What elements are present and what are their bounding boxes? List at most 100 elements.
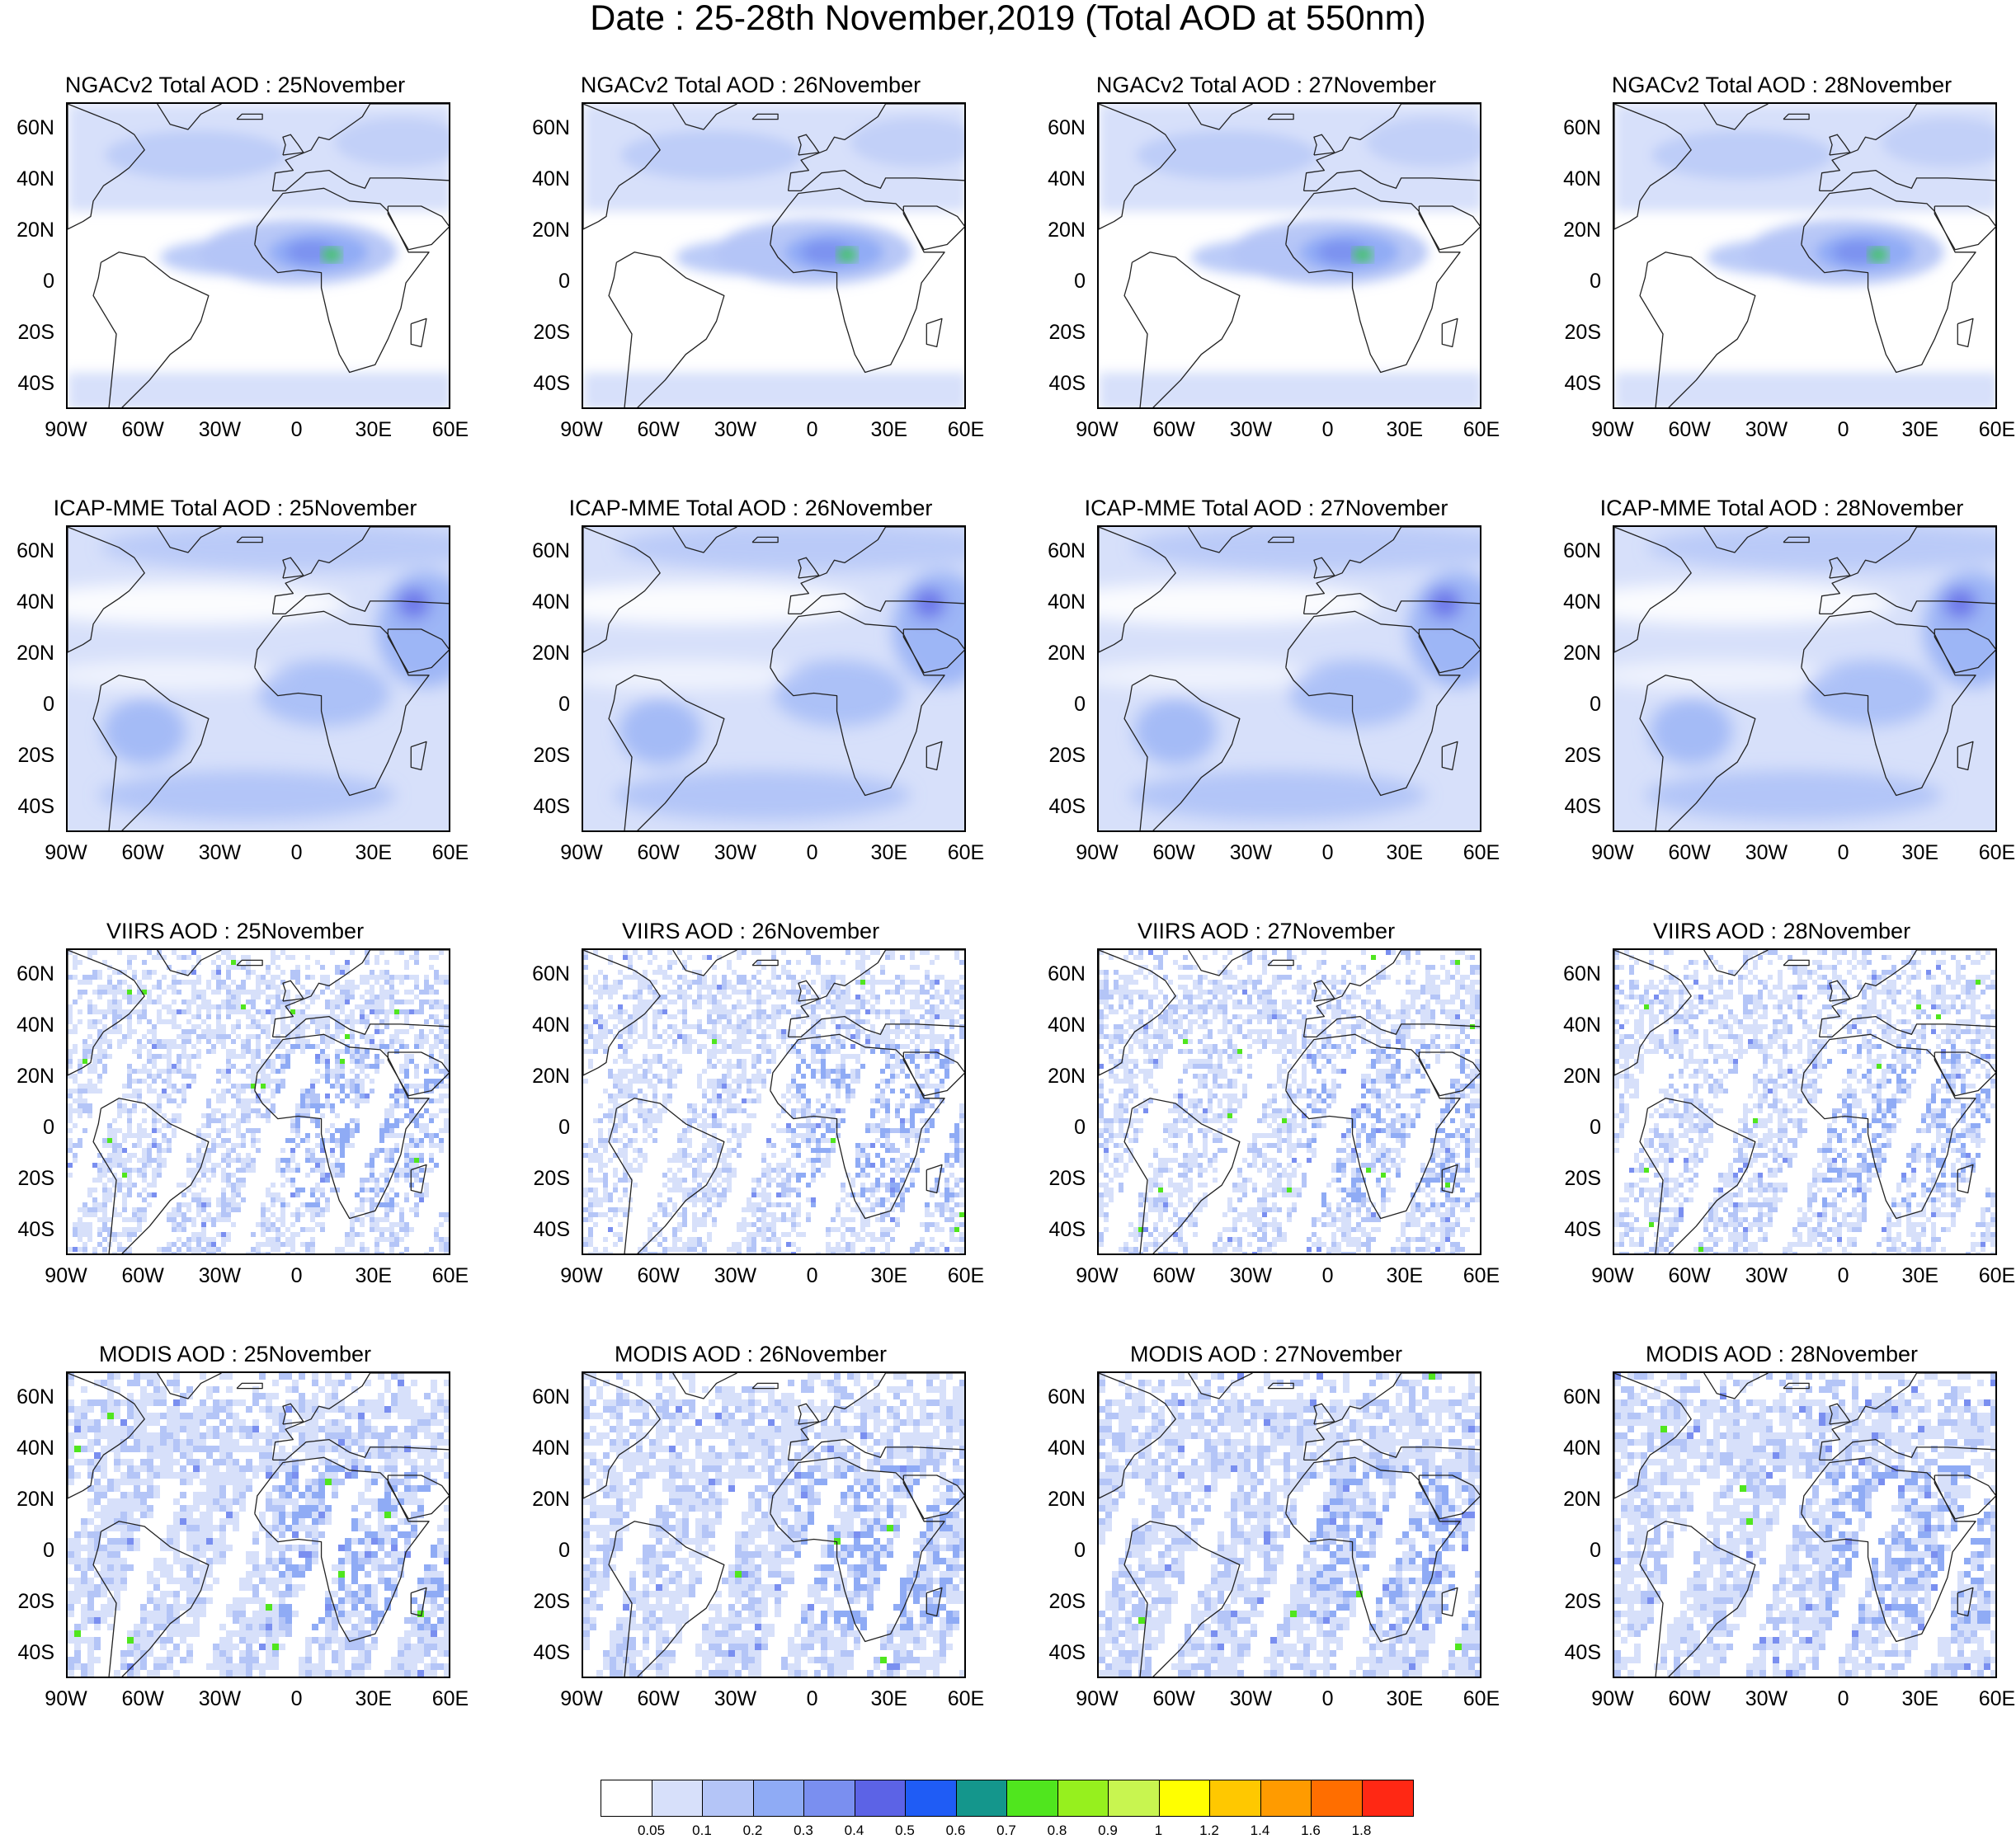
aod-cell bbox=[1242, 955, 1247, 960]
aod-cell bbox=[1475, 980, 1480, 985]
aod-cell bbox=[905, 1034, 910, 1039]
panel-title: NGACv2 Total AOD : 28November bbox=[1588, 73, 1976, 97]
aod-cell bbox=[295, 1207, 300, 1212]
aod-cell bbox=[905, 1128, 910, 1133]
aod-cell bbox=[910, 990, 915, 995]
aod-cell bbox=[325, 1059, 330, 1064]
aod-cell bbox=[682, 999, 687, 1004]
aod-cell bbox=[920, 1148, 925, 1153]
aod-cell bbox=[1425, 980, 1430, 985]
aod-cell bbox=[638, 1108, 643, 1113]
aod-cell bbox=[73, 1044, 78, 1049]
aod-cell bbox=[102, 1138, 107, 1143]
aod-cell bbox=[944, 1049, 949, 1054]
aod-cell bbox=[742, 990, 747, 995]
aod-cell bbox=[261, 1029, 266, 1034]
aod-cell bbox=[439, 1108, 444, 1113]
aod-cell bbox=[355, 1074, 360, 1079]
aod-cell bbox=[122, 1197, 127, 1202]
aod-cell bbox=[1351, 990, 1356, 995]
aod-cell bbox=[226, 1079, 231, 1084]
aod-cell bbox=[895, 1148, 900, 1153]
aod-cell bbox=[855, 965, 860, 970]
aod-cell bbox=[157, 995, 162, 999]
aod-cell bbox=[172, 1252, 177, 1255]
aod-map-svg bbox=[1099, 104, 1481, 409]
aod-cell bbox=[181, 980, 186, 985]
aod-cell bbox=[905, 1009, 910, 1014]
aod-cell bbox=[186, 1153, 191, 1158]
aod-cell bbox=[910, 955, 915, 960]
aod-cell bbox=[370, 990, 374, 995]
aod-cell bbox=[122, 1227, 127, 1232]
aod-cell bbox=[905, 1118, 910, 1123]
aod-cell bbox=[682, 1024, 687, 1029]
aod-cell bbox=[737, 975, 742, 980]
aod-cell bbox=[598, 985, 603, 990]
aod-cell bbox=[320, 1163, 325, 1168]
aod-cell bbox=[583, 1217, 588, 1222]
aod-cell bbox=[667, 1024, 672, 1029]
aod-cell bbox=[786, 1158, 791, 1163]
aod-cell bbox=[429, 1113, 434, 1118]
aod-cell bbox=[959, 1108, 964, 1113]
aod-cell bbox=[404, 1232, 409, 1237]
aod-cell bbox=[796, 960, 801, 965]
aod-cell bbox=[865, 1019, 870, 1024]
aod-cell bbox=[692, 1212, 697, 1217]
aod-cell bbox=[613, 985, 618, 990]
aod-cell bbox=[137, 1054, 142, 1059]
aod-cell bbox=[885, 1148, 890, 1153]
aod-cell bbox=[409, 1163, 414, 1168]
aod-cell bbox=[697, 990, 702, 995]
aod-cell bbox=[796, 1212, 801, 1217]
aod-field bbox=[583, 950, 966, 1255]
aod-cell bbox=[444, 980, 449, 985]
aod-cell bbox=[295, 1212, 300, 1217]
aod-cell bbox=[766, 1143, 771, 1148]
aod-cell bbox=[231, 980, 236, 985]
aod-cell bbox=[1460, 950, 1465, 955]
aod-cell bbox=[930, 1123, 935, 1128]
aod-cell bbox=[776, 1183, 781, 1188]
aod-cell bbox=[82, 1039, 87, 1044]
aod-cell bbox=[241, 1089, 246, 1094]
aod-cell bbox=[266, 1252, 271, 1255]
aod-cell bbox=[1321, 950, 1326, 955]
aod-cell bbox=[117, 1247, 122, 1252]
aod-cell bbox=[256, 1024, 261, 1029]
aod-cell bbox=[593, 1202, 598, 1207]
aod-cell bbox=[439, 1049, 444, 1054]
aod-cell bbox=[181, 1212, 186, 1217]
aod-cell bbox=[360, 1059, 365, 1064]
aod-cell bbox=[677, 995, 682, 999]
aod-cell bbox=[1109, 990, 1114, 995]
aod-cell bbox=[186, 1019, 191, 1024]
aod-cell bbox=[246, 1044, 251, 1049]
aod-cell bbox=[841, 1009, 845, 1014]
aod-cell bbox=[365, 1098, 370, 1103]
aod-cell bbox=[290, 1118, 295, 1123]
aod-cell bbox=[256, 1138, 261, 1143]
aod-cell bbox=[370, 1217, 374, 1222]
aod-cell bbox=[727, 1069, 732, 1074]
aod-cell bbox=[186, 1039, 191, 1044]
aod-cell bbox=[860, 995, 865, 999]
aod-cell bbox=[236, 1084, 241, 1089]
aod-cell bbox=[796, 1133, 801, 1138]
aod-cell bbox=[167, 1217, 172, 1222]
aod-cell bbox=[261, 1217, 266, 1222]
aod-cell bbox=[132, 1232, 137, 1237]
aod-cell bbox=[880, 1158, 885, 1163]
aod-cell bbox=[657, 1108, 662, 1113]
aod-cell bbox=[915, 1044, 920, 1049]
aod-cell bbox=[157, 1148, 162, 1153]
aod-cell bbox=[949, 1173, 954, 1178]
aod-cell bbox=[236, 1019, 241, 1024]
aod-cell bbox=[583, 1207, 588, 1212]
aod-cell bbox=[900, 1192, 905, 1197]
aod-cell bbox=[707, 1064, 712, 1069]
aod-cell bbox=[226, 1004, 231, 1009]
aod-cell bbox=[399, 1069, 404, 1074]
aod-cell bbox=[742, 950, 747, 955]
